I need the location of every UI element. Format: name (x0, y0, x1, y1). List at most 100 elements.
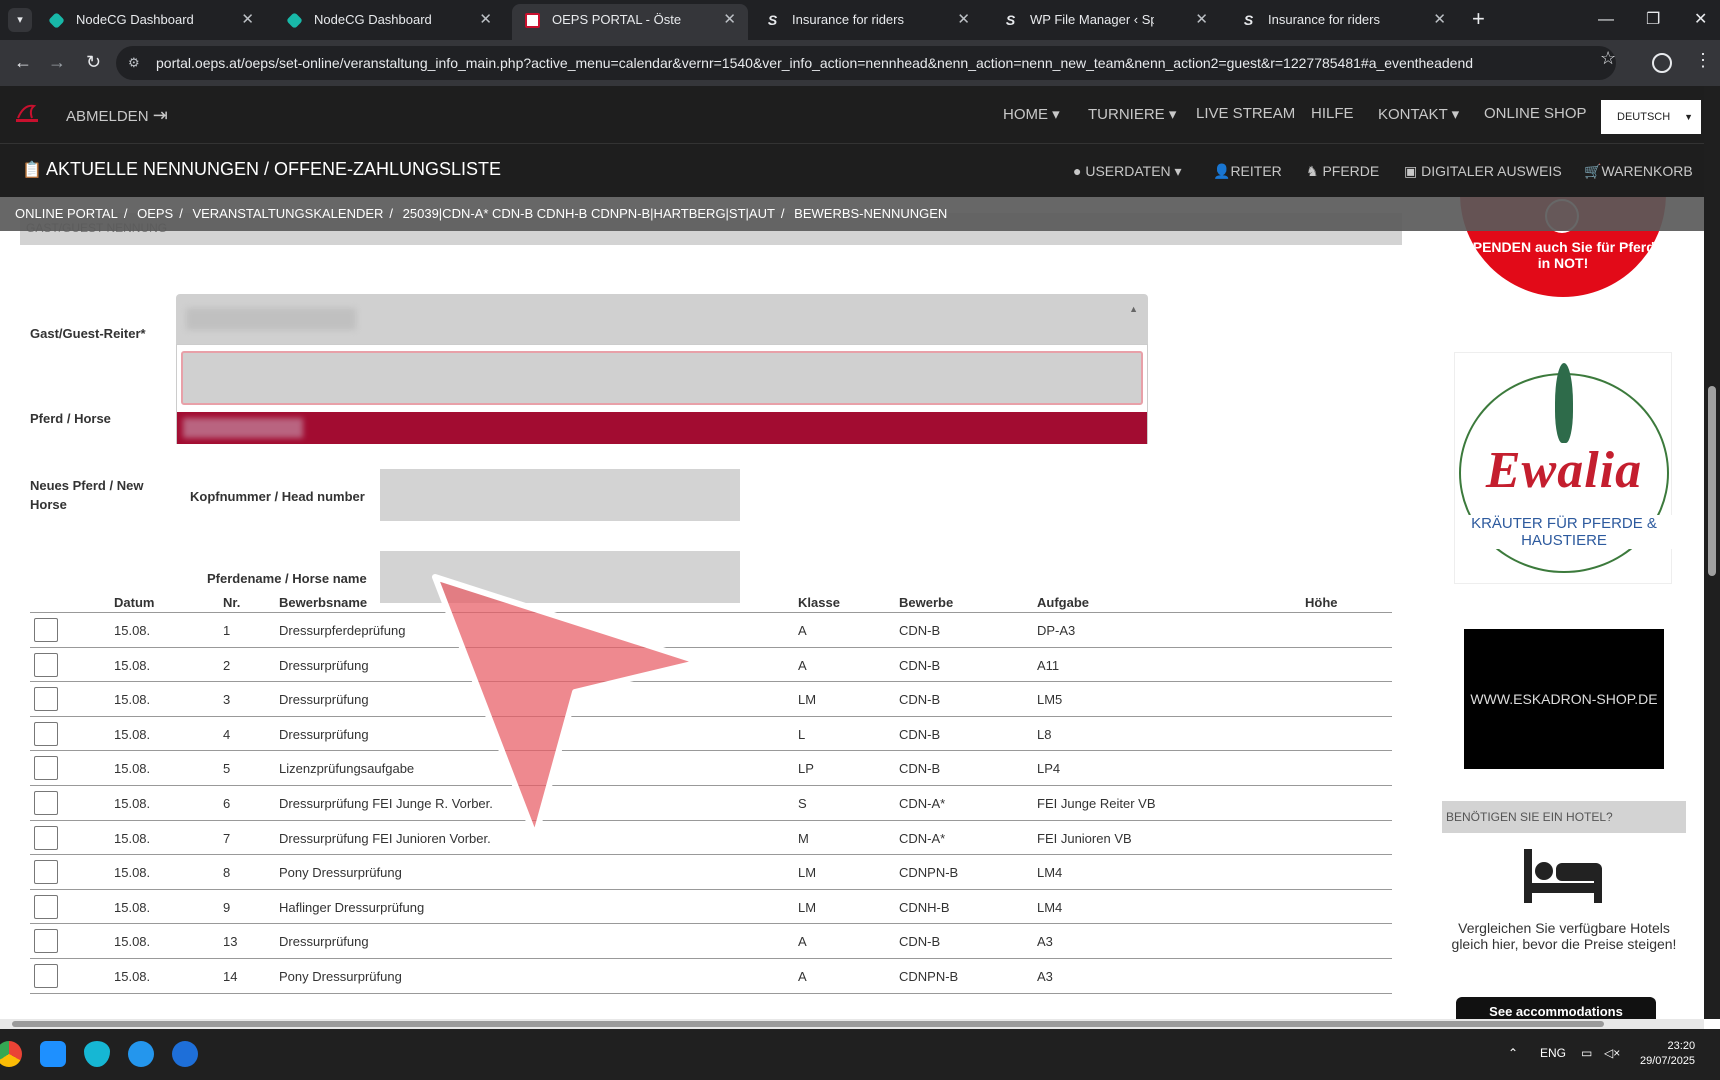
scrollbar-thumb[interactable] (1708, 386, 1716, 576)
row-checkbox[interactable] (34, 929, 58, 954)
cell-aufgabe: FEI Junge Reiter VB (1037, 795, 1156, 811)
browser-menu-icon[interactable]: ⋮ (1694, 50, 1712, 70)
browser-tab-wp-file-manager[interactable]: S WP File Manager ‹ Sportdata — ✕ (990, 4, 1220, 36)
cell-klasse: LP (798, 761, 814, 777)
new-tab-icon[interactable]: + (1472, 6, 1485, 31)
site-info-icon[interactable]: ⚙ (128, 55, 140, 70)
tab-close-icon[interactable]: ✕ (1195, 11, 1208, 28)
tab-close-icon[interactable]: ✕ (723, 11, 736, 28)
browser-tab-insurance-1[interactable]: S Insurance for riders ✕ (752, 4, 982, 36)
cell-klasse: A (798, 657, 807, 673)
back-icon[interactable]: ← (14, 52, 32, 72)
cell-datum: 15.08. (114, 899, 151, 915)
nav-hilfe[interactable]: HILFE (1311, 105, 1354, 122)
eskadron-ad[interactable]: WWW.ESKADRON-SHOP.DE (1464, 629, 1664, 769)
nav-kontakt[interactable]: KONTAKT ▾ (1378, 106, 1460, 123)
row-checkbox[interactable] (34, 618, 58, 642)
chrome-icon[interactable] (0, 1041, 22, 1067)
col-klasse[interactable]: Klasse (798, 595, 840, 610)
horizontal-scrollbar-thumb[interactable] (12, 1021, 1604, 1027)
minimize-icon[interactable]: — (1598, 11, 1614, 28)
dropdown-option-highlighted[interactable] (177, 412, 1147, 444)
nav-home[interactable]: HOME ▾ (1003, 106, 1060, 123)
nav-live-stream[interactable]: LIVE STREAM (1196, 105, 1296, 122)
subnav-userdaten[interactable]: ● USERDATEN ▾ (1073, 163, 1182, 179)
nav-online-shop[interactable]: ONLINE SHOP (1484, 105, 1587, 122)
guest-rider-select[interactable]: ▲ (176, 294, 1148, 344)
table-row: 15.08. 14 Pony Dressurprüfung A CDNPN-B A3 (30, 959, 1392, 994)
profile-icon[interactable] (1652, 53, 1672, 73)
input-language[interactable]: ENG (1540, 1046, 1567, 1060)
browser-tab-nodecg-1[interactable]: NodeCG Dashboard ✕ (36, 4, 266, 36)
row-checkbox[interactable] (34, 790, 58, 815)
subnav-digitaler-ausweis[interactable]: ▣ DIGITALER AUSWEIS (1404, 163, 1562, 179)
cell-klasse: M (798, 830, 809, 846)
clock[interactable]: 23:20 29/07/2025 (1640, 1039, 1695, 1069)
tab-search-icon[interactable]: ▾ (8, 8, 32, 32)
col-hoehe[interactable]: Höhe (1305, 595, 1338, 610)
horizontal-scrollbar[interactable] (0, 1019, 1704, 1029)
row-checkbox[interactable] (34, 963, 58, 988)
col-nr[interactable]: Nr. (223, 595, 241, 610)
reload-icon[interactable]: ↻ (86, 52, 102, 72)
row-checkbox[interactable] (34, 756, 58, 781)
tab-close-icon[interactable]: ✕ (957, 11, 970, 28)
tray-overflow-icon[interactable]: ⌃ (1508, 1046, 1519, 1060)
restore-icon[interactable]: ❐ (1646, 11, 1661, 28)
close-window-icon[interactable]: ✕ (1694, 11, 1708, 28)
network-icon[interactable]: ▭ (1581, 1046, 1593, 1060)
dropdown-search-input[interactable] (181, 351, 1143, 405)
cell-bewerbe: CDN-B (899, 657, 941, 673)
volume-muted-icon[interactable]: ◁× (1604, 1046, 1621, 1060)
cell-bewerbe: CDNPN-B (899, 865, 959, 881)
subnav-pferde[interactable]: ♞ PFERDE (1306, 163, 1380, 179)
tab-close-icon[interactable]: ✕ (241, 11, 254, 28)
user-circle-icon: ● (1073, 163, 1082, 179)
breadcrumb-bewerbs-nennungen[interactable]: BEWERBS-NENNUNGEN (794, 206, 948, 221)
address-bar[interactable]: ⚙ portal.oeps.at/oeps/set-online/veranst… (116, 46, 1616, 80)
nav-turniere[interactable]: TURNIERE ▾ (1088, 106, 1177, 123)
tab-title: NodeCG Dashboard (76, 12, 194, 27)
row-checkbox[interactable] (34, 652, 58, 677)
app-icon-1[interactable] (40, 1041, 66, 1067)
language-select[interactable]: DEUTSCH ▼ (1601, 100, 1701, 134)
cell-datum: 15.08. (114, 657, 151, 673)
ewalia-ad[interactable]: Ewalia KRÄUTER FÜR PFERDE & HAUSTIERE (1454, 352, 1673, 584)
col-datum[interactable]: Datum (114, 595, 155, 610)
breadcrumb-event[interactable]: 25039|CDN-A* CDN-B CDNH-B CDNPN-B|HARTBE… (402, 206, 775, 221)
app-icon-2[interactable] (84, 1041, 110, 1067)
row-checkbox[interactable] (34, 721, 58, 746)
bookmark-star-icon[interactable]: ☆ (1600, 48, 1617, 68)
col-bewerbe[interactable]: Bewerbe (899, 595, 954, 610)
cell-bewerbsname: Haflinger Dressurprüfung (279, 899, 425, 915)
browser-tab-oeps[interactable]: OEPS PORTAL - Österreichische ✕ (512, 4, 748, 40)
col-aufgabe[interactable]: Aufgabe (1037, 595, 1089, 610)
cell-nr: 13 (223, 934, 238, 950)
cell-bewerbe: CDN-A* (899, 830, 946, 846)
see-accommodations-button[interactable]: See accommodations (1456, 997, 1656, 1019)
tab-close-icon[interactable]: ✕ (1433, 11, 1446, 28)
col-bewerbsname[interactable]: Bewerbsname (279, 595, 368, 610)
head-number-input[interactable] (380, 469, 740, 521)
browser-tab-insurance-2[interactable]: S Insurance for riders ✕ (1228, 4, 1458, 36)
forward-icon[interactable]: → (48, 52, 66, 72)
browser-tab-nodecg-2[interactable]: NodeCG Dashboard ✕ (274, 4, 504, 36)
app-icon-4[interactable] (172, 1041, 198, 1067)
breadcrumb-online-portal[interactable]: ONLINE PORTAL (15, 206, 118, 221)
row-checkbox[interactable] (34, 860, 58, 885)
cell-aufgabe: A11 (1037, 657, 1060, 673)
subnav-warenkorb[interactable]: 🛒WARENKORB (1584, 163, 1693, 179)
tab-close-icon[interactable]: ✕ (479, 11, 492, 28)
oeps-logo-icon[interactable] (14, 100, 40, 124)
breadcrumb-veranstaltungskalender[interactable]: VERANSTALTUNGSKALENDER (192, 206, 384, 221)
subnav-reiter[interactable]: 👤REITER (1213, 163, 1282, 179)
chevron-down-icon: ▼ (1684, 112, 1693, 122)
logout-link[interactable]: ABMELDEN ⇥ (66, 105, 168, 126)
table-row: 15.08. 1 Dressurpferdeprüfung A CDN-B DP-A3 (30, 613, 1392, 648)
breadcrumb-oeps[interactable]: OEPS (137, 206, 174, 221)
row-checkbox[interactable] (34, 894, 58, 919)
page-scrollbar[interactable] (1704, 86, 1720, 1019)
row-checkbox[interactable] (34, 825, 58, 850)
docker-icon[interactable] (128, 1041, 154, 1067)
row-checkbox[interactable] (34, 687, 58, 712)
